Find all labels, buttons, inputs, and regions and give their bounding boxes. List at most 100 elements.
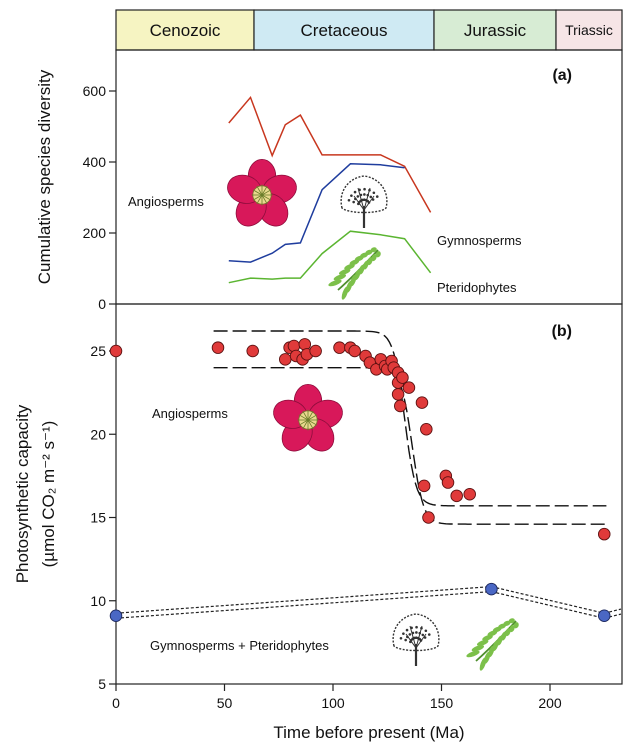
panel-a-y-tick-label: 0 [98, 296, 106, 312]
tree-branch [353, 195, 365, 211]
envelope-lower-line [213, 367, 607, 525]
gymno-ptero-point [485, 582, 498, 596]
angiosperm-point [348, 344, 361, 358]
flower-icon [273, 383, 343, 452]
gymno-ptero-line [115, 585, 622, 619]
flower-stamen [298, 414, 309, 421]
tree-branch [415, 633, 427, 649]
x-tick-label: 150 [430, 695, 454, 711]
fern-leaflet [328, 279, 342, 287]
period-jurassic-box [433, 9, 557, 51]
gymnosperms-line [228, 163, 405, 263]
tree-leaf [405, 628, 409, 632]
fern-leaflet [501, 631, 507, 641]
fern-leaflet [508, 618, 515, 624]
fern-leaflet [365, 249, 373, 255]
gymno-ptero-point [109, 609, 123, 622]
angiosperm-point [420, 423, 433, 436]
tree-branch [405, 633, 417, 649]
angiosperm-point [422, 511, 435, 524]
panel-b-y-tick-label: 10 [90, 593, 106, 609]
tree-leaf [356, 195, 360, 198]
angiosperm-point [441, 476, 455, 489]
angiosperm-point [417, 479, 431, 493]
tree-leaf [347, 198, 351, 202]
tree-icon [392, 613, 440, 666]
fern-leaflet [344, 263, 355, 270]
tree-leaf [427, 633, 431, 636]
panel-a-pteridophytes-label: Pteridophytes [437, 280, 517, 295]
fern-leaflet [370, 247, 377, 253]
tree-leaf [415, 631, 418, 634]
angiosperm-point [391, 388, 405, 401]
angiosperm-point [109, 344, 123, 358]
flower-stamen [307, 419, 318, 426]
fern-leaflet [503, 620, 511, 626]
fern-leaflet [333, 274, 347, 281]
x-tick-label: 0 [112, 695, 120, 711]
tree-leaf [408, 633, 412, 636]
panel-b-frame [115, 303, 623, 685]
fern-leaflet [338, 268, 351, 275]
flower-stamen [261, 185, 268, 196]
period-triassic-box [555, 9, 623, 51]
panel-a-label: (a) [552, 67, 572, 84]
x-axis-title: Time before present (Ma) [273, 723, 464, 742]
panel-a-angiosperms-label: Angiosperms [128, 194, 204, 209]
flower-stamen [256, 185, 263, 196]
panel-b-y-tick-label: 20 [90, 426, 106, 442]
flower-stamen [261, 194, 268, 205]
panel-b-label: (b) [552, 323, 572, 340]
panel-a-y-tick-label: 200 [83, 225, 107, 241]
fern-leaflet [363, 260, 369, 270]
flower-stamen [307, 414, 318, 421]
x-tick-label: 100 [321, 695, 345, 711]
panel-a-y-axis-title: Cumulative species diversity [35, 69, 54, 284]
flower-stamen [261, 194, 272, 201]
angiosperm-point [246, 344, 259, 358]
panel-a-gymnosperms-label: Gymnosperms [437, 233, 522, 248]
tree-leaf [352, 200, 355, 204]
flower-icon [227, 158, 297, 227]
gymno-ptero-point [598, 609, 611, 622]
flower-stamen [298, 419, 309, 426]
tree-branch [363, 195, 375, 211]
flower-stamen [302, 410, 309, 421]
x-tick-label: 200 [538, 695, 562, 711]
fern-leaflet [371, 254, 377, 262]
tree-branch [363, 187, 371, 211]
tree-branch [357, 187, 365, 211]
gymno-ptero-connector [491, 586, 605, 614]
flower-stamen [261, 189, 272, 196]
panel-a-y-tick-label: 400 [83, 154, 107, 170]
tree-leaf [363, 187, 366, 191]
tree-icon [340, 175, 388, 228]
period-cenozoic-label: Cenozoic [150, 21, 221, 40]
panel-b-y-tick-label: 15 [90, 510, 106, 526]
angiosperm-point [333, 341, 346, 354]
angiosperm-point [598, 527, 611, 541]
panel-a-lines [228, 95, 432, 284]
tree-leaf [402, 632, 405, 635]
period-jurassic-label: Jurassic [464, 21, 527, 40]
tree-leaf [399, 636, 403, 640]
fern-icon [466, 618, 519, 671]
panel-b-y-axis-title-line2: (µmol CO₂ m⁻² s⁻¹) [39, 421, 58, 568]
angiosperm-point [309, 344, 322, 358]
panel-b-y-axis-title-line1: Photosynthetic capacity [13, 404, 32, 583]
axis-ticks: 0 200 400 600 5 10 15 20 25 0 50 100 150 200 [83, 83, 562, 711]
tree-leaf [369, 195, 373, 199]
angiosperm-point [415, 396, 429, 409]
period-cretaceous-box [253, 9, 435, 51]
flower-stamen [252, 189, 263, 196]
flower-stamen [307, 410, 314, 421]
period-cretaceous-label: Cretaceous [301, 21, 388, 40]
tree-leaf [353, 190, 357, 194]
fern-leaflet [513, 622, 519, 629]
envelope-upper-line [213, 330, 607, 507]
panel-b-y-tick-label: 25 [90, 343, 106, 359]
angiosperm-point [279, 353, 292, 366]
gymno-ptero-connector [115, 585, 492, 614]
tree-leaf [375, 195, 379, 198]
